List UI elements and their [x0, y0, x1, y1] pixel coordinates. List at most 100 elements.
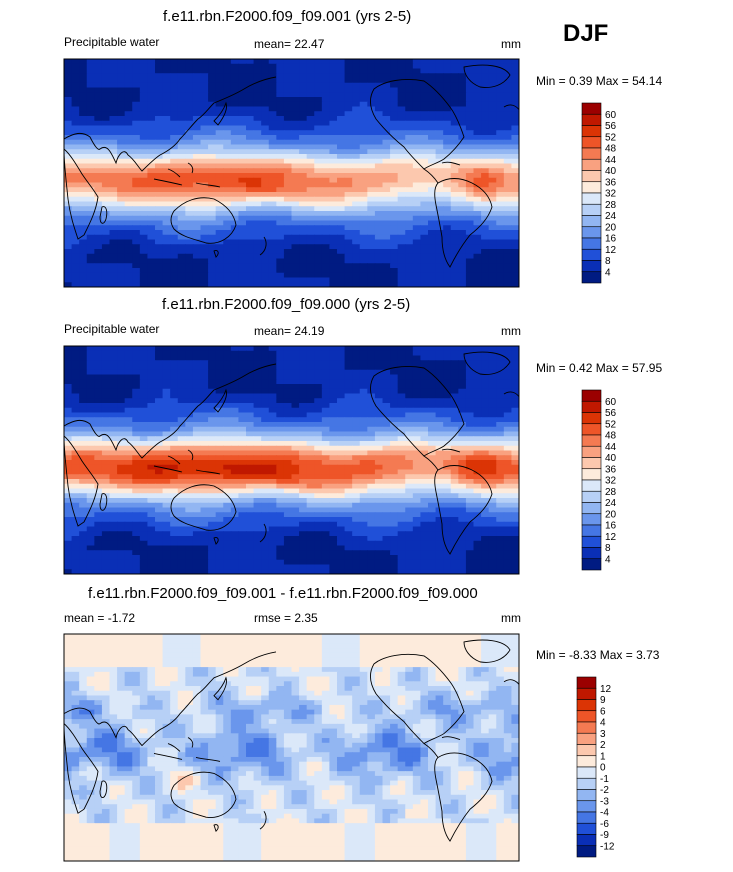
panel3-rmse-label: rmse = [254, 611, 292, 625]
colorbar-swatch [581, 158, 602, 171]
panel3-min-label: Min = [536, 648, 566, 662]
colorbar-swatch [576, 845, 597, 858]
panel3-mean: mean = -1.72 [64, 611, 135, 625]
panel3-min-value: -8.33 [569, 648, 597, 662]
panel1-map-frame [63, 58, 520, 288]
colorbar-tick-label: 16 [605, 234, 617, 245]
colorbar-swatch [581, 468, 602, 481]
panel1-units: mm [501, 37, 521, 51]
colorbar-tick-label: -2 [600, 785, 609, 796]
panel3-map-frame [63, 633, 520, 862]
colorbar-tick-label: 0 [600, 763, 606, 774]
colorbar-tick-label: 32 [605, 189, 617, 200]
colorbar-swatch [581, 125, 602, 138]
colorbar-swatch [581, 558, 602, 571]
colorbar-swatch [581, 400, 602, 413]
colorbar-swatch [576, 676, 597, 689]
panel1-variable: Precipitable water [64, 35, 160, 49]
colorbar-tick-label: 40 [605, 453, 617, 464]
colorbar-tick-label: -1 [600, 774, 609, 785]
colorbar-swatch [576, 721, 597, 734]
colorbar-swatch [581, 513, 602, 526]
colorbar-tick-label: 3 [600, 729, 606, 740]
colorbar-tick-label: 12 [600, 684, 612, 695]
panel1-mean: mean= 22.47 [254, 37, 324, 51]
colorbar-swatch [576, 687, 597, 700]
colorbar-swatch [581, 147, 602, 160]
colorbar-tick-label: -4 [600, 808, 609, 819]
panel3-max-value: 3.73 [636, 648, 660, 662]
colorbar-tick-label: 36 [605, 177, 617, 188]
panel1-max-value: 54.14 [632, 74, 663, 88]
colorbar-tick-label: 28 [605, 487, 617, 498]
panel1-title: f.e11.rbn.F2000.f09_f09.001 (yrs 2-5) [163, 8, 412, 25]
panel2-mean-label: mean= [254, 324, 292, 338]
colorbar-tick-label: 48 [605, 144, 617, 155]
colorbar-tick-label: 20 [605, 222, 617, 233]
colorbar-swatch [576, 755, 597, 768]
colorbar-swatch [581, 237, 602, 250]
colorbar-swatch [581, 226, 602, 239]
colorbar-tick-label: 44 [605, 155, 617, 166]
colorbar-swatch [581, 136, 602, 149]
panel2-variable: Precipitable water [64, 322, 160, 336]
colorbar-tick-label: 1 [600, 751, 606, 762]
colorbar-swatch [581, 203, 602, 216]
colorbar-tick-label: 12 [605, 245, 617, 256]
panel2-map [64, 346, 519, 574]
colorbar-tick-label: 60 [605, 397, 617, 408]
colorbar-tick-label: 48 [605, 431, 617, 442]
colorbar-tick-label: 56 [605, 408, 617, 419]
colorbar-swatch [581, 547, 602, 560]
colorbar-tick-label: 16 [605, 521, 617, 532]
panel1-minmax: Min = 0.39 Max = 54.14 [536, 74, 662, 88]
colorbar-tick-label: 40 [605, 166, 617, 177]
colorbar-tick-label: 8 [605, 256, 611, 267]
colorbar-swatch [576, 766, 597, 779]
colorbar-swatch [581, 423, 602, 436]
panel1-mean-value: 22.47 [294, 37, 325, 51]
colorbar-tick-label: 52 [605, 419, 617, 430]
colorbar-swatch [581, 113, 602, 126]
colorbar-tick-label: 4 [600, 718, 606, 729]
colorbar-tick-label: 60 [605, 110, 617, 121]
colorbar-tick-label: 32 [605, 476, 617, 487]
panel3-minmax: Min = -8.33 Max = 3.73 [536, 648, 659, 662]
panel2-max-value: 57.95 [632, 361, 663, 375]
colorbar-swatch [581, 215, 602, 228]
panel2-mean-value: 24.19 [294, 324, 325, 338]
panel1-max-label: Max = [595, 74, 629, 88]
colorbar-swatch [576, 777, 597, 790]
colorbar-swatch [581, 535, 602, 548]
colorbar-swatch [576, 822, 597, 835]
panel2-min-value: 0.42 [569, 361, 593, 375]
panel1-map [64, 59, 519, 287]
colorbar-swatch [576, 699, 597, 712]
panel2-map-frame [63, 345, 520, 575]
panel1-min-label: Min = [536, 74, 566, 88]
panel2-max-label: Max = [595, 361, 629, 375]
colorbar-swatch [581, 490, 602, 503]
colorbar-swatch [581, 457, 602, 470]
colorbar-tick-label: 2 [600, 740, 606, 751]
colorbar-swatch [581, 181, 602, 194]
colorbar-swatch [581, 479, 602, 492]
colorbar-tick-label: 56 [605, 121, 617, 132]
colorbar-tick-label: 24 [605, 211, 617, 222]
season-label: DJF [563, 20, 609, 47]
colorbar-swatch [581, 170, 602, 183]
colorbar-tick-label: 20 [605, 509, 617, 520]
colorbar-swatch [581, 271, 602, 284]
panel3-mean-label: mean = [64, 611, 105, 625]
colorbar-swatch [581, 389, 602, 402]
panel2-min-label: Min = [536, 361, 566, 375]
colorbar-tick-label: -9 [600, 830, 609, 841]
colorbar-swatch [581, 260, 602, 273]
colorbar-swatch [576, 789, 597, 802]
colorbar-tick-label: 12 [605, 532, 617, 543]
panel3-units: mm [501, 611, 521, 625]
colorbar-swatch [581, 248, 602, 261]
colorbar-tick-label: 24 [605, 498, 617, 509]
